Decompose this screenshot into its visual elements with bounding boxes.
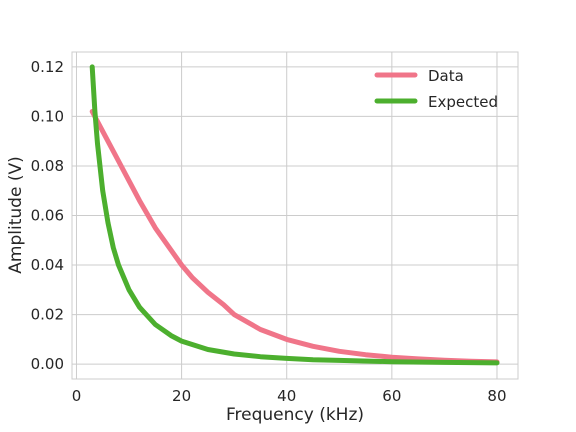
y-tick-label: 0.08	[31, 157, 64, 175]
y-tick-label: 0.06	[31, 207, 64, 225]
y-axis-label: Amplitude (V)	[6, 156, 26, 273]
x-tick-label: 80	[487, 387, 506, 405]
x-tick-label: 40	[277, 387, 296, 405]
x-tick-label: 0	[72, 387, 82, 405]
y-tick-label: 0.02	[31, 306, 64, 324]
y-tick-label: 0.10	[31, 107, 64, 125]
x-axis-label: Frequency (kHz)	[226, 405, 364, 425]
y-tick-label: 0.04	[31, 256, 64, 274]
y-tick-label: 0.00	[31, 355, 64, 373]
series-line-expected	[89, 64, 500, 366]
tick-labels: 0 20 40 60 80 0.00 0.02 0.04 0.06 0.08 0.10 0.12	[31, 58, 507, 405]
y-tick-label: 0.12	[31, 58, 64, 76]
x-tick-label: 20	[172, 387, 191, 405]
legend-label-data: Data	[428, 67, 464, 85]
x-tick-label: 60	[382, 387, 401, 405]
series-line-data	[89, 109, 500, 365]
legend-label-expected: Expected	[428, 93, 498, 111]
series-layer	[89, 64, 500, 366]
legend: Data Expected	[374, 67, 498, 111]
